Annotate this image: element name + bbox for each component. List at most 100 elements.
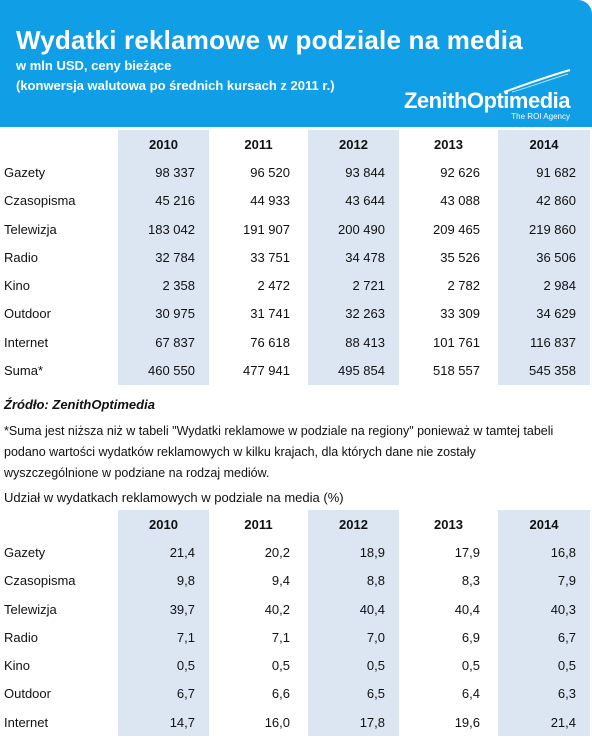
logo-brand: ZenithOptimedia xyxy=(403,88,571,113)
page-title: Wydatki reklamowe w podziale na media xyxy=(16,25,523,55)
row-label: Telewizja xyxy=(4,601,57,617)
table-cell: 40,4 xyxy=(454,601,480,617)
table-cell: 42 860 xyxy=(494,186,592,215)
table-cell: 6,4 xyxy=(461,686,480,702)
table-row: Czasopisma 45 216 44 933 43 644 43 088 4… xyxy=(0,186,592,215)
table-cell: 40,2 xyxy=(264,601,290,617)
row-label: Czasopisma xyxy=(4,573,76,589)
table-cell: 2 984 xyxy=(494,271,592,300)
year-header: 2010 xyxy=(114,510,213,539)
row-label: Radio xyxy=(4,629,38,645)
table-cell: 76 618 xyxy=(250,334,290,350)
table-cell: 21,4 xyxy=(114,538,213,567)
table-cell: 191 907 xyxy=(243,221,290,237)
table-cell: 6,9 xyxy=(461,629,480,645)
table-cell: 0,5 xyxy=(271,658,290,674)
table-cell: 32 784 xyxy=(114,243,213,272)
table-cell: 17,9 xyxy=(454,544,480,560)
table-cell: 67 837 xyxy=(114,328,213,357)
table-cell: 36 506 xyxy=(494,243,592,272)
table-cell: 6,7 xyxy=(114,679,213,709)
year-header: 2014 xyxy=(494,510,592,539)
table-cell: 34 629 xyxy=(494,299,592,329)
table-cell: 0,5 xyxy=(304,651,403,680)
table-row: Internet 67 837 76 618 88 413 101 761 11… xyxy=(0,328,592,357)
table-cell: 0,5 xyxy=(494,651,592,680)
table-cell: 17,8 xyxy=(304,708,403,737)
table-cell: 43 644 xyxy=(304,186,403,215)
header-empty xyxy=(0,130,116,158)
row-label: Outdoor xyxy=(4,686,51,702)
table-cell: 183 042 xyxy=(114,214,213,244)
footnote-line: *Suma jest niższa niż w tabeli "Wydatki … xyxy=(4,424,554,438)
footnote-line: podano wartości wydatków reklamowych w k… xyxy=(4,445,476,459)
year-header: 2014 xyxy=(494,130,592,159)
table-cell: 6,5 xyxy=(304,679,403,709)
table-cell: 93 844 xyxy=(304,158,403,187)
table-row: Kino 2 358 2 472 2 721 2 782 2 984 xyxy=(0,271,592,300)
spending-table: 2010 2011 2012 2013 2014 Gazety 98 337 9… xyxy=(0,130,592,385)
logo-swoosh-icon xyxy=(503,69,571,93)
table-cell: 101 761 xyxy=(433,334,480,350)
table-cell: 200 490 xyxy=(304,214,403,244)
table-cell: 16,8 xyxy=(494,538,592,567)
table-cell: 2 472 xyxy=(257,278,290,294)
table-cell: 7,1 xyxy=(271,629,290,645)
table-cell: 91 682 xyxy=(494,158,592,187)
table-cell: 40,4 xyxy=(304,594,403,624)
table-row: Internet 14,7 16,0 17,8 19,6 21,4 xyxy=(0,708,592,737)
year-header: 2012 xyxy=(304,510,403,539)
table-cell: 40,3 xyxy=(494,594,592,624)
table-cell: 35 526 xyxy=(440,249,480,265)
logo-tagline: The ROI Agency xyxy=(511,112,570,121)
table-cell: 0,5 xyxy=(114,651,213,680)
table-cell: 116 837 xyxy=(494,328,592,357)
source-note: Źródło: ZenithOptimedia xyxy=(4,397,155,412)
table-cell: 6,6 xyxy=(271,686,290,702)
row-label: Kino xyxy=(4,278,31,294)
table-cell: 45 216 xyxy=(114,186,213,215)
table-cell: 44 933 xyxy=(250,193,290,209)
year-header: 2013 xyxy=(434,136,463,152)
row-label: Internet xyxy=(4,714,49,730)
table-cell: 495 854 xyxy=(304,356,403,385)
table-cell: 88 413 xyxy=(304,328,403,357)
table-cell: 460 550 xyxy=(114,356,213,385)
table-cell: 9,4 xyxy=(271,573,290,589)
table-row-total: Suma* 460 550 477 941 495 854 518 557 54… xyxy=(0,356,592,385)
table-cell: 92 626 xyxy=(440,164,480,180)
year-header: 2013 xyxy=(434,516,463,532)
table-row: Telewizja 183 042 191 907 200 490 209 46… xyxy=(0,214,592,244)
row-label: Czasopisma xyxy=(4,193,76,209)
table-cell: 19,6 xyxy=(454,714,480,730)
table-cell: 209 465 xyxy=(433,221,480,237)
table-cell: 43 088 xyxy=(440,193,480,209)
table-cell: 30 975 xyxy=(114,299,213,329)
table-cell: 7,9 xyxy=(494,566,592,595)
table-row: Radio 32 784 33 751 34 478 35 526 36 506 xyxy=(0,243,592,272)
row-label: Kino xyxy=(4,658,31,674)
table-row: Gazety 21,4 20,2 18,9 17,9 16,8 xyxy=(0,538,592,567)
table-row: Gazety 98 337 96 520 93 844 92 626 91 68… xyxy=(0,158,592,187)
table-cell: 14,7 xyxy=(114,708,213,737)
table-cell: 9,8 xyxy=(114,566,213,595)
row-label: Suma* xyxy=(4,363,44,379)
zenithoptimedia-logo: ZenithOptimedia The ROI Agency xyxy=(403,88,571,122)
section-title-share: Udział w wydatkach reklamowych w podzial… xyxy=(4,490,344,505)
table-cell: 2 782 xyxy=(447,278,480,294)
year-header: 2011 xyxy=(244,136,273,152)
table-row: Radio 7,1 7,1 7,0 6,9 6,7 xyxy=(0,623,592,652)
row-label: Gazety xyxy=(4,164,46,180)
header-banner: Wydatki reklamowe w podziale na media w … xyxy=(0,0,592,127)
row-label: Radio xyxy=(4,249,38,265)
table-cell: 31 741 xyxy=(250,306,290,322)
table-cell: 33 309 xyxy=(440,306,480,322)
year-header: 2010 xyxy=(114,130,213,159)
row-label: Internet xyxy=(4,334,49,350)
table-cell: 6,3 xyxy=(494,679,592,709)
table-row: Outdoor 30 975 31 741 32 263 33 309 34 6… xyxy=(0,299,592,329)
subtitle-conversion: (konwersja walutowa po średnich kursach … xyxy=(16,78,335,93)
table-cell: 8,8 xyxy=(304,566,403,595)
table-header-row: 2010 2011 2012 2013 2014 xyxy=(0,510,592,539)
table-cell: 2 358 xyxy=(114,271,213,300)
